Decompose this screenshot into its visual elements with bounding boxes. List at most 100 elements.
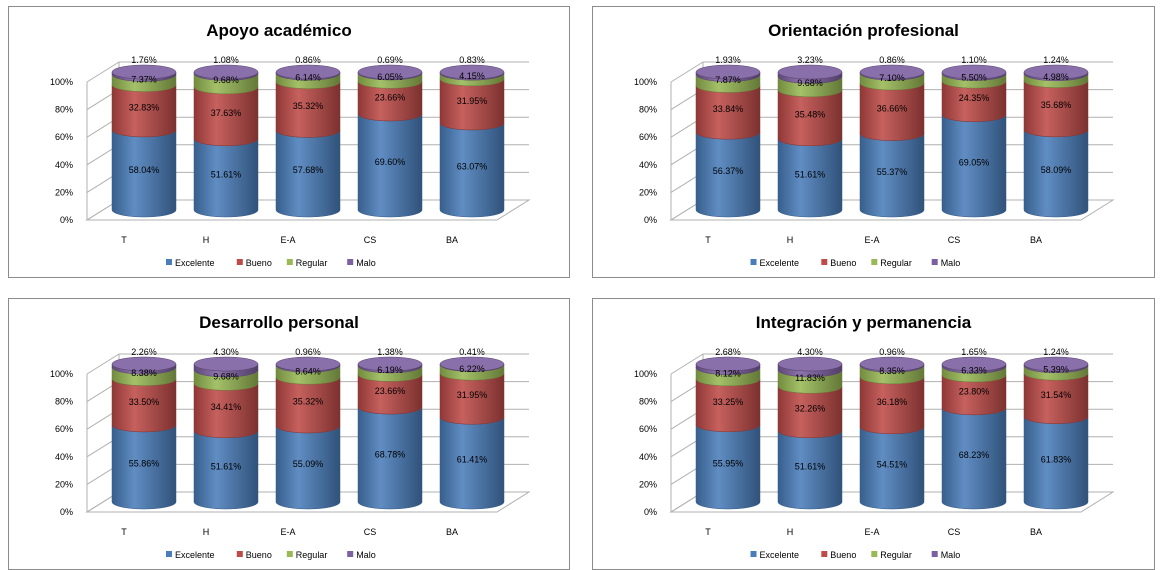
bar-top-cap-e-a	[275, 356, 341, 372]
data-label-bueno-e-a: 35.32%	[293, 397, 324, 407]
data-label-bueno-ba: 31.95%	[457, 96, 488, 106]
bar-top-cap-h	[193, 356, 259, 372]
data-label-excelente-ba: 61.83%	[1041, 454, 1072, 464]
data-label-regular-t: 7.87%	[715, 75, 741, 85]
data-label-excelente-e-a: 54.51%	[877, 459, 908, 469]
data-label-bueno-e-a: 36.18%	[877, 397, 908, 407]
legend: Excelente Bueno Regular Malo	[750, 258, 960, 268]
data-label-regular-e-a: 6.14%	[295, 72, 321, 82]
bar-top-cap-ba	[1023, 356, 1089, 372]
data-label-bueno-cs: 23.80%	[959, 386, 990, 396]
x-tick-label: BA	[446, 235, 458, 245]
floor	[669, 199, 1115, 221]
data-label-malo-ba: 1.24%	[1043, 347, 1069, 357]
chart-panel-orientacion-profesional: Orientación profesional 0% 20% 40% 60% 80% 100…	[592, 6, 1155, 278]
data-label-malo-t: 2.68%	[715, 347, 741, 357]
x-tick-label: CS	[364, 527, 377, 537]
data-label-excelente-e-a: 55.37%	[877, 167, 908, 177]
bar-top-cap-e-a	[859, 356, 925, 372]
bar-top-cap-cs	[941, 64, 1007, 80]
data-label-malo-e-a: 0.86%	[879, 55, 905, 65]
legend-label-excelente: Excelente	[175, 258, 215, 268]
y-tick-label: 0%	[60, 507, 73, 517]
legend-label-excelente: Excelente	[175, 550, 215, 560]
data-label-bueno-h: 34.41%	[211, 402, 242, 412]
legend-label-regular: Regular	[296, 550, 328, 560]
legend-swatch-excelente	[166, 551, 172, 557]
x-tick-label: E-A	[280, 235, 295, 245]
chart-panel-desarrollo-personal: Desarrollo personal 0% 20% 40% 60% 80% 100% 55.…	[8, 298, 570, 570]
bar-top-cap-ba	[1023, 64, 1089, 80]
legend-label-bueno: Bueno	[246, 550, 272, 560]
data-label-regular-cs: 5.50%	[961, 72, 987, 82]
legend-swatch-malo	[931, 259, 938, 265]
legend-swatch-malo	[931, 551, 938, 557]
bar-top-cap-t	[111, 64, 177, 80]
data-label-bueno-t: 32.83%	[129, 102, 160, 112]
y-tick-label: 100%	[634, 369, 657, 379]
chart-svg: Desarrollo personal 0% 20% 40% 60% 80% 100% 55.…	[50, 313, 531, 560]
y-tick-label: 80%	[55, 105, 73, 115]
data-label-malo-t: 1.93%	[715, 55, 741, 65]
x-tick-label: CS	[948, 235, 961, 245]
legend-label-malo: Malo	[356, 258, 376, 268]
data-label-malo-h: 3.23%	[797, 55, 823, 65]
y-tick-label: 60%	[639, 132, 657, 142]
legend-swatch-regular	[286, 551, 293, 557]
y-tick-label: 60%	[55, 132, 73, 142]
side-gridline	[670, 353, 704, 375]
x-tick-label: H	[787, 235, 794, 245]
bar-top-cap-h	[193, 64, 259, 80]
data-label-excelente-e-a: 55.09%	[293, 459, 324, 469]
bar-top-cap-ba	[439, 356, 505, 372]
y-tick-label: 60%	[639, 424, 657, 434]
data-label-regular-t: 8.38%	[131, 368, 157, 378]
y-tick-label: 20%	[55, 479, 73, 489]
x-tick-label: CS	[948, 527, 961, 537]
bar-top-cap-h	[777, 356, 843, 372]
data-label-regular-e-a: 7.10%	[879, 73, 905, 83]
legend: Excelente Bueno Regular Malo	[166, 258, 376, 268]
data-label-bueno-e-a: 36.66%	[877, 103, 908, 113]
bar-top-cap-ba	[439, 64, 505, 80]
data-label-excelente-h: 51.61%	[795, 169, 826, 179]
legend-swatch-regular	[871, 259, 878, 265]
data-label-excelente-ba: 63.07%	[457, 161, 488, 171]
data-label-malo-e-a: 0.86%	[295, 55, 321, 65]
legend-label-regular: Regular	[296, 258, 328, 268]
data-label-excelente-t: 58.04%	[129, 165, 160, 175]
data-label-excelente-cs: 69.60%	[375, 157, 406, 167]
bar-top-cap-h	[777, 64, 843, 80]
data-label-bueno-t: 33.25%	[713, 397, 744, 407]
data-label-excelente-e-a: 57.68%	[293, 165, 324, 175]
data-label-malo-e-a: 0.96%	[295, 347, 321, 357]
data-label-malo-cs: 1.38%	[377, 347, 403, 357]
bar-top-cap-e-a	[859, 64, 925, 80]
legend-swatch-bueno	[821, 551, 828, 557]
data-label-regular-cs: 6.05%	[377, 72, 403, 82]
data-label-excelente-t: 56.37%	[713, 166, 744, 176]
legend-swatch-excelente	[166, 259, 172, 265]
chart-title: Orientación profesional	[768, 21, 959, 40]
x-tick-label: BA	[446, 527, 458, 537]
legend-swatch-regular	[871, 551, 878, 557]
legend-label-regular: Regular	[880, 258, 912, 268]
legend-label-malo: Malo	[356, 550, 376, 560]
data-label-regular-h: 9.68%	[213, 75, 239, 85]
legend-swatch-excelente	[750, 551, 757, 557]
data-label-bueno-e-a: 35.32%	[293, 101, 324, 111]
data-label-malo-ba: 0.83%	[459, 55, 485, 65]
bar-top-cap-t	[695, 64, 761, 80]
data-label-malo-ba: 0.41%	[459, 347, 485, 357]
data-label-regular-ba: 5.39%	[1043, 364, 1069, 374]
y-tick-label: 80%	[639, 105, 657, 115]
data-label-regular-h: 9.68%	[213, 372, 239, 382]
legend-label-bueno: Bueno	[246, 258, 272, 268]
legend-label-bueno: Bueno	[830, 258, 856, 268]
chart-panel-integracion-permanencia: Integración y permanencia 0% 20% 40% 60% 80% 1…	[592, 298, 1155, 570]
x-tick-label: BA	[1030, 527, 1042, 537]
x-tick-label: T	[121, 527, 127, 537]
y-tick-label: 40%	[55, 160, 73, 170]
data-label-malo-cs: 1.65%	[961, 347, 987, 357]
chart-svg: Apoyo académico 0% 20% 40% 60% 80% 100% 58.04% 3…	[50, 21, 531, 268]
